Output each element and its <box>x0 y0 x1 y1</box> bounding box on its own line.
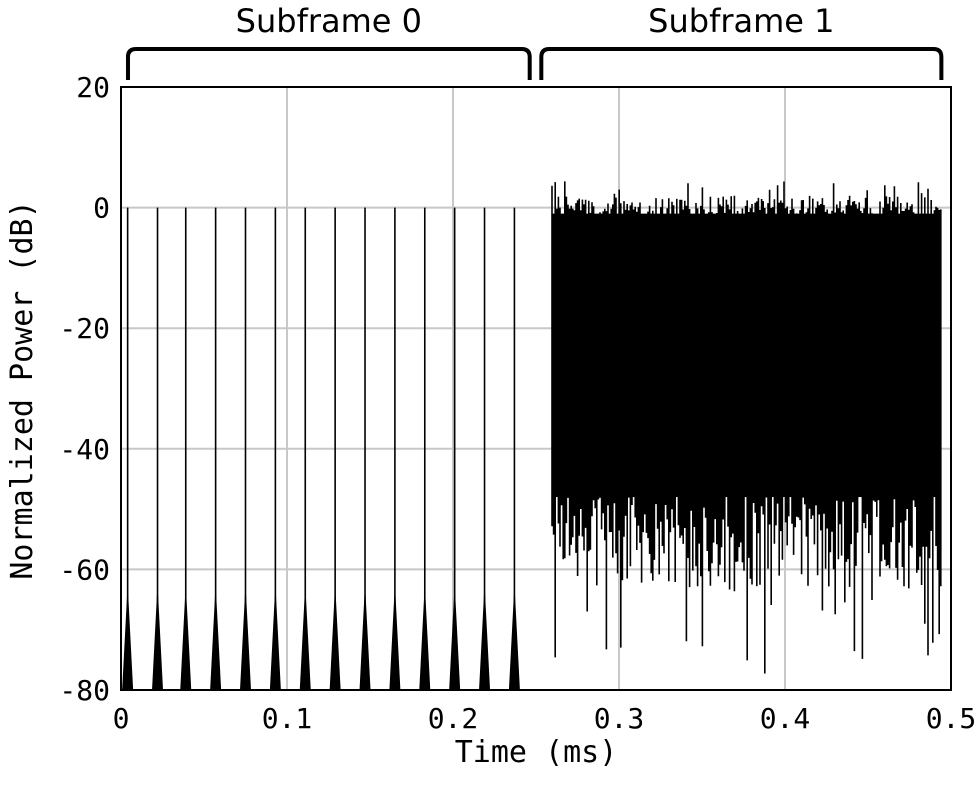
impulse-sidelobe <box>419 593 431 691</box>
dense-signal-trace <box>551 181 942 674</box>
impulse-sidelobe <box>151 593 164 691</box>
impulse-sidelobe <box>180 593 192 691</box>
x-tick-label: 0.5 <box>926 702 977 735</box>
subframe-bracket <box>539 47 944 80</box>
y-tick-labels: 20 0 -20 -40 -60 -80 <box>59 71 110 707</box>
y-tick-label: 0 <box>93 192 110 225</box>
y-tick-label: -20 <box>59 312 110 345</box>
x-tick-label: 0 <box>113 702 130 735</box>
impulse-sidelobe <box>508 593 520 691</box>
y-tick-label: -40 <box>59 433 110 466</box>
x-tick-label: 0.3 <box>594 702 645 735</box>
impulse-sidelobe <box>239 593 252 691</box>
subframe-label: Subframe 1 <box>648 2 834 40</box>
impulse-sidelobe <box>479 593 491 691</box>
x-tick-label: 0.4 <box>760 702 811 735</box>
impulse-sidelobe <box>269 593 281 691</box>
grid-layer <box>121 87 951 690</box>
y-tick-label: -80 <box>59 674 110 707</box>
impulse-sidelobe <box>329 593 341 691</box>
impulse-sidelobe <box>122 593 134 691</box>
impulse-sidelobe <box>299 593 311 691</box>
signal-layer <box>122 181 942 691</box>
impulse-sidelobe <box>210 593 222 691</box>
x-tick-label: 0.1 <box>262 702 313 735</box>
x-tick-labels: 0 0.1 0.2 0.3 0.4 0.5 <box>113 702 977 735</box>
plot-frame <box>120 86 952 691</box>
x-axis-title: Time (ms) <box>455 735 618 770</box>
x-tick-label: 0.2 <box>428 702 479 735</box>
y-tick-label: -60 <box>59 553 110 586</box>
y-tick-label: 20 <box>76 71 110 104</box>
impulse-sidelobe <box>389 593 401 691</box>
subframe-brackets: Subframe 0 Subframe 1 <box>125 2 944 80</box>
impulse-sidelobe <box>359 593 371 691</box>
y-axis-title: Normalized Power (dB) <box>5 200 40 579</box>
subframe-label: Subframe 0 <box>236 2 422 40</box>
impulse-sidelobe <box>449 593 461 691</box>
subframe-bracket <box>125 47 532 80</box>
